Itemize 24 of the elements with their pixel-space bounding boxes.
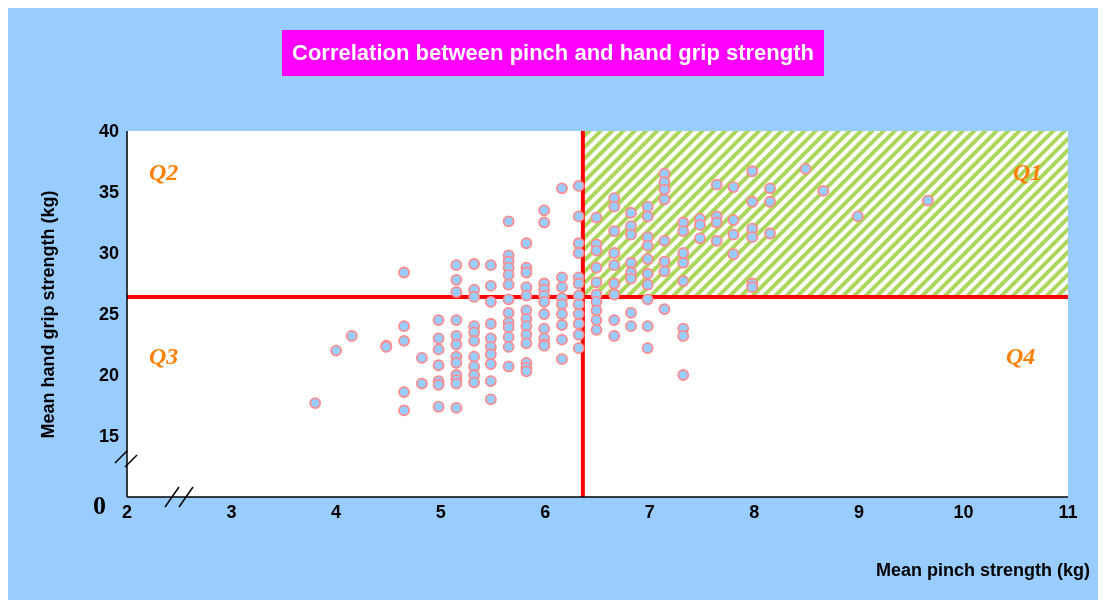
y-tick-label: 30 [98,243,119,264]
chart-title: Correlation between pinch and hand grip strength [282,30,824,76]
x-tick-label: 4 [331,501,342,522]
x-tick-label: 10 [953,501,974,522]
text: 0 [93,491,106,521]
x-tick-label: 5 [435,501,446,522]
x-tick-label: 11 [1058,501,1078,522]
y-tick-label: 40 [98,121,119,142]
x-tick-label: 3 [226,501,237,522]
annotation: Q1 [1013,159,1043,186]
x-tick-label: 7 [644,501,655,522]
y-tick-label: 15 [98,426,119,447]
y-axis-title: Mean hand grip strength (kg) [37,190,59,439]
x-tick-label: 6 [540,501,551,522]
annotation: Q2 [149,159,179,186]
x-tick-label: 9 [853,501,864,522]
annotation: Q3 [149,343,179,370]
y-tick-label: 35 [98,182,119,203]
x-tick-label: 8 [749,501,760,522]
x-tick-label: 2 [121,501,133,522]
y-tick-label: 20 [98,365,119,386]
annotation: Q4 [1006,343,1036,370]
y-tick-label: 25 [98,304,119,325]
x-axis-title: Mean pinch strength (kg) [875,560,1090,581]
